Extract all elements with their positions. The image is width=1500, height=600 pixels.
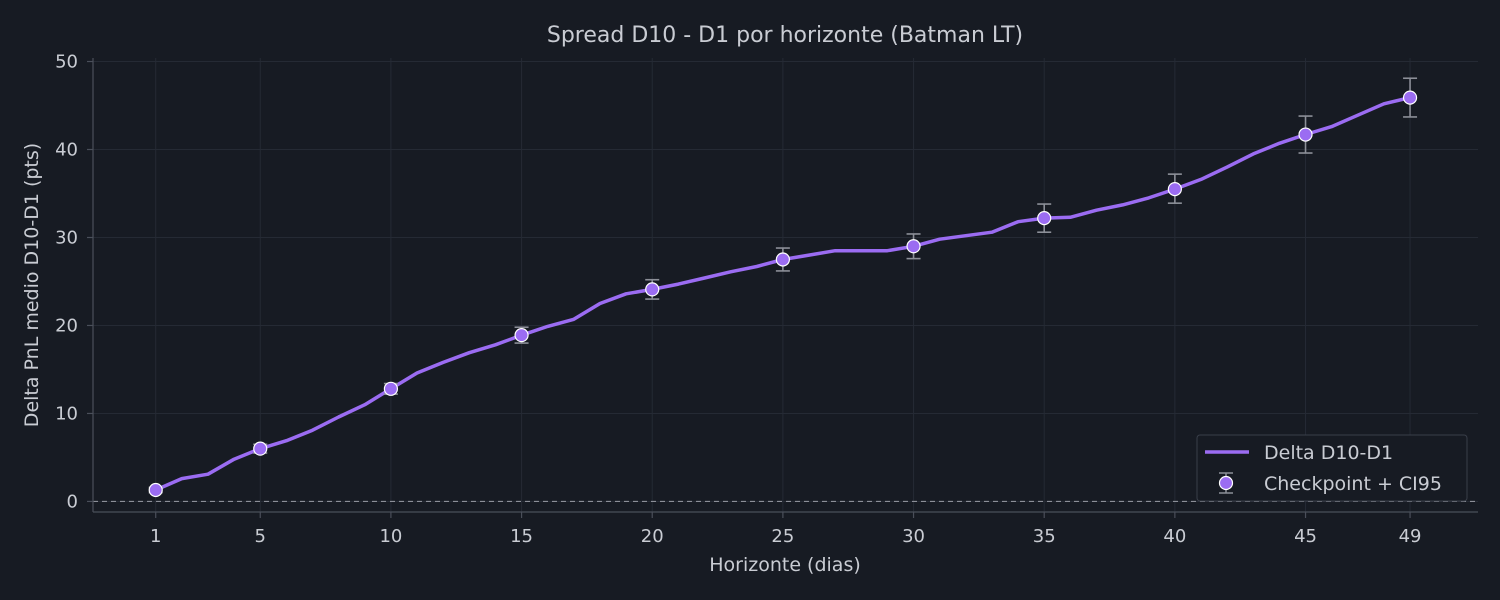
x-tick-label: 45 (1294, 526, 1317, 547)
x-tick-label: 25 (771, 526, 794, 547)
checkpoint-point (775, 252, 790, 267)
checkpoint-point (906, 239, 921, 254)
y-tick-label: 30 (55, 227, 78, 248)
checkpoint-point (148, 482, 163, 498)
y-tick-label: 50 (55, 52, 78, 73)
x-axis-title: Horizonte (dias) (709, 554, 861, 576)
x-axis-ticks: 1 5 10 15 20 25 30 35 40 45 49 (150, 512, 1422, 547)
checkpoint-point (1167, 181, 1182, 197)
legend-marker-swatch (1218, 475, 1234, 491)
chart-title: Spread D10 - D1 por horizonte (Batman LT… (547, 23, 1023, 48)
x-tick-label: 20 (641, 526, 664, 547)
x-tick-label: 40 (1163, 526, 1186, 547)
x-tick-label: 15 (510, 526, 533, 547)
checkpoint-point (1037, 211, 1052, 226)
x-tick-label: 30 (902, 526, 925, 547)
x-tick-label: 5 (255, 526, 266, 547)
checkpoint-point (645, 282, 660, 297)
y-tick-label: 40 (55, 140, 78, 161)
y-axis-ticks: 0 10 20 30 40 50 (55, 52, 93, 512)
y-axis-title: Delta PnL medio D10-D1 (pts) (21, 143, 43, 427)
axes (92, 58, 1478, 513)
y-tick-label: 10 (55, 403, 78, 424)
grid (93, 58, 1478, 512)
checkpoint-point (1298, 127, 1313, 142)
checkpoint-point (514, 328, 529, 343)
x-tick-label: 1 (150, 526, 161, 547)
legend: Delta D10-D1 Checkpoint + CI95 (1196, 434, 1468, 502)
y-tick-label: 0 (67, 491, 78, 512)
checkpoint-point (253, 441, 268, 456)
x-tick-label: 49 (1399, 526, 1422, 547)
x-tick-label: 35 (1033, 526, 1056, 547)
legend-label-line: Delta D10-D1 (1264, 442, 1393, 464)
y-tick-label: 20 (55, 315, 78, 336)
checkpoint-point (383, 381, 399, 396)
checkpoint-point (1402, 90, 1418, 105)
legend-box (1196, 434, 1468, 502)
legend-label-checkpoint: Checkpoint + CI95 (1264, 473, 1442, 495)
series (148, 77, 1418, 498)
x-tick-label: 10 (379, 526, 402, 547)
